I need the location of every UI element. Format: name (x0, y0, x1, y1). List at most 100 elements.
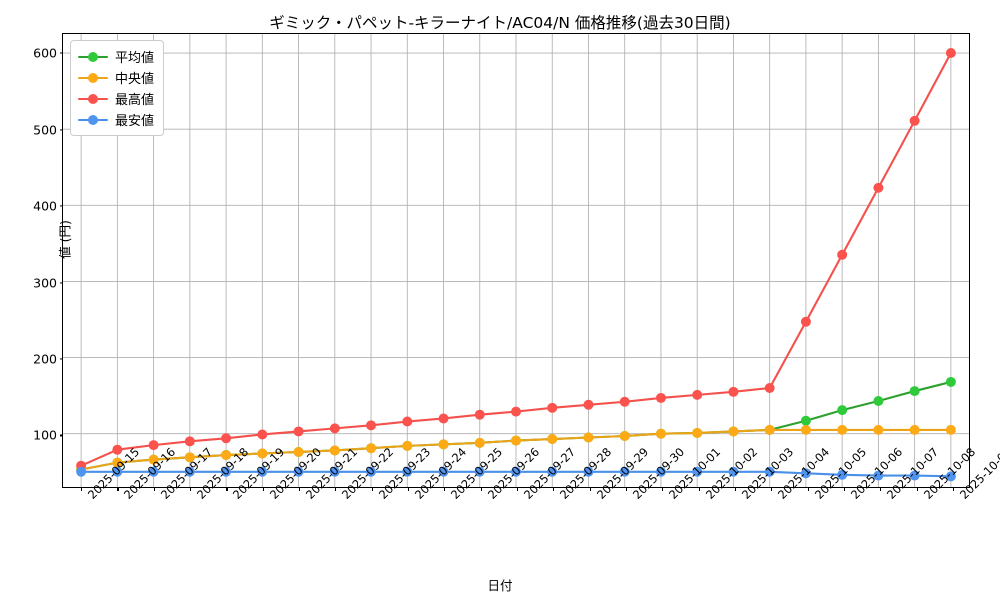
data-point (438, 439, 449, 450)
legend-item[interactable]: 平均値 (78, 46, 154, 67)
x-tick-label: 2025-09-21 (303, 444, 361, 502)
x-axis-label: 日付 (487, 578, 513, 593)
data-point (800, 468, 811, 479)
legend-label: 中央値 (115, 72, 155, 87)
x-tick-label: 2025-09-26 (484, 444, 542, 502)
data-point (184, 466, 195, 477)
y-tick-mark (59, 281, 63, 284)
data-point (692, 427, 703, 438)
data-point (366, 466, 377, 477)
x-tick-label: 2025-09-22 (339, 444, 397, 502)
data-point (438, 466, 449, 477)
x-tick-label: 2025-09-17 (157, 444, 215, 502)
data-point (366, 443, 377, 454)
legend-label: 最安値 (115, 114, 155, 129)
plot-area: 100 200 300 400 500 600 2025-09-15 2025-09-16 2… (33, 33, 1000, 502)
x-tick-mark (408, 487, 410, 491)
x-tick-mark (952, 487, 954, 491)
data-point (257, 466, 268, 477)
data-point (293, 426, 304, 437)
legend-label: 最高値 (115, 93, 155, 108)
data-point (583, 399, 594, 410)
data-point (184, 452, 195, 463)
data-point (547, 434, 558, 445)
data-point (511, 435, 521, 446)
data-point (329, 423, 340, 434)
series-line (80, 51, 952, 467)
data-point (221, 466, 232, 477)
x-tick-label: 2025-10-01 (666, 444, 724, 502)
data-point (945, 471, 956, 482)
data-point (619, 431, 630, 441)
data-point (402, 466, 413, 477)
x-tick-mark (880, 487, 882, 491)
y-tick-mark (59, 434, 63, 437)
data-point (257, 429, 268, 440)
x-tick-mark (517, 487, 519, 491)
data-point (474, 437, 485, 448)
data-point (837, 405, 848, 416)
x-tick-label: 2025-10-03 (738, 444, 797, 502)
data-point (583, 432, 594, 443)
data-point (112, 444, 123, 455)
x-tick-label: 2025-10-09 (956, 444, 1000, 502)
data-point (909, 115, 920, 126)
x-tick-label: 2025-09-23 (375, 444, 433, 502)
data-point (728, 426, 739, 437)
data-point (764, 383, 775, 394)
data-point (764, 466, 775, 477)
legend-marker-icon (78, 92, 108, 106)
data-point (837, 424, 848, 435)
x-tick-mark (807, 487, 809, 491)
data-point (909, 386, 920, 397)
data-point (800, 316, 811, 327)
data-point (547, 466, 558, 477)
data-point (329, 466, 340, 477)
x-tick-label: 2025-09-25 (448, 444, 506, 502)
data-point (909, 424, 920, 435)
data-point (692, 389, 703, 400)
data-point (329, 445, 340, 456)
data-point (873, 424, 884, 435)
legend-item[interactable]: 最高値 (78, 88, 154, 109)
data-point (547, 402, 558, 413)
x-tick-label: 2025-10-07 (884, 444, 942, 502)
x-tick-label: 2025-09-15 (85, 444, 143, 502)
legend-marker-icon (78, 50, 108, 64)
legend-item[interactable]: 最安値 (78, 109, 154, 130)
page-title: ギミック・パペット-キラーナイト/AC04/N 価格推移(過去30日間) (269, 14, 731, 32)
data-point (837, 469, 848, 480)
x-tick-mark (589, 487, 591, 491)
x-tick-mark (81, 487, 83, 491)
x-tick-label: 2025-09-28 (557, 444, 615, 502)
y-tick-mark (59, 129, 63, 131)
legend-item[interactable]: 中央値 (78, 67, 154, 88)
x-tick-mark (444, 487, 446, 491)
y-tick-mark (59, 358, 63, 360)
data-series-layer (76, 48, 956, 482)
data-point (438, 413, 449, 424)
x-tick-mark (153, 487, 155, 491)
y-tick-label: 300 (33, 275, 57, 291)
x-tick-label: 2025-09-20 (266, 444, 324, 502)
x-tick-mark (916, 487, 918, 491)
data-point (112, 466, 123, 477)
data-point (909, 470, 920, 481)
x-tick-label: 2025-09-18 (194, 444, 252, 502)
x-tick-mark (843, 487, 845, 491)
data-point (764, 424, 775, 435)
data-point (293, 466, 304, 477)
legend-marker-icon (78, 113, 108, 127)
data-point (655, 428, 666, 439)
y-tick-label: 500 (33, 122, 57, 138)
x-tick-mark (190, 487, 192, 491)
x-tick-label: 2025-10-08 (921, 445, 978, 502)
data-point (583, 466, 594, 477)
data-point (837, 249, 848, 260)
x-tick-mark (371, 487, 373, 491)
data-point (728, 386, 739, 397)
x-tick-label: 2025-09-24 (412, 444, 470, 502)
data-point (76, 466, 87, 477)
data-point (148, 440, 159, 451)
